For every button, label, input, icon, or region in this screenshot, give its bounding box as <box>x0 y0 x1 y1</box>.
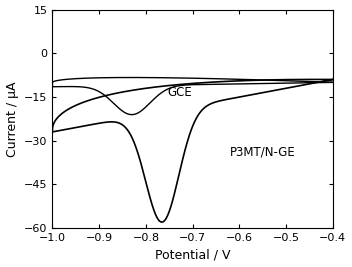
X-axis label: Potential / V: Potential / V <box>155 249 231 261</box>
Y-axis label: Current / μA: Current / μA <box>6 81 19 156</box>
Text: GCE: GCE <box>167 86 192 99</box>
Text: P3MT/N-GE: P3MT/N-GE <box>230 146 296 159</box>
